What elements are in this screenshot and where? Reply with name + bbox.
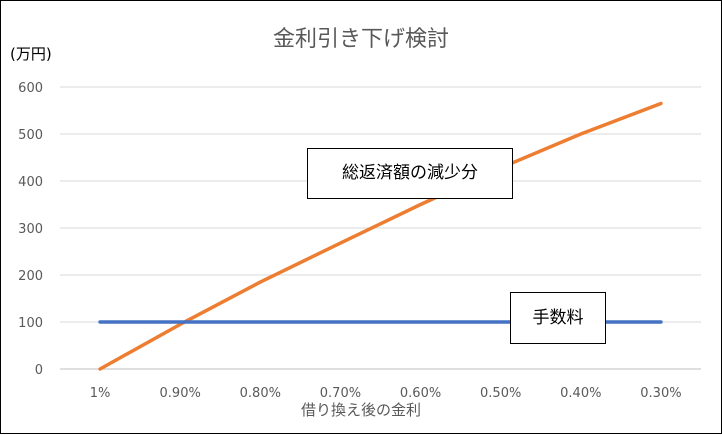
y-tick-label: 100 xyxy=(18,316,43,331)
x-tick-label: 0.30% xyxy=(640,386,681,401)
x-tick-label: 1% xyxy=(90,386,111,401)
x-tick-label: 0.60% xyxy=(400,386,441,401)
y-tick-label: 400 xyxy=(18,175,43,190)
x-axis-label: 借り換え後の金利 xyxy=(300,401,421,419)
chart-title: 金利引き下げ検討 xyxy=(272,27,449,52)
callout-total-reduction: 総返済額の減少分 xyxy=(307,148,513,199)
x-tick-label: 0.80% xyxy=(240,386,281,401)
y-unit-label: (万円) xyxy=(10,45,52,63)
y-tick-label: 200 xyxy=(18,269,43,284)
series-line-0 xyxy=(98,101,663,371)
x-tick-label: 0.40% xyxy=(560,386,601,401)
callout-fee: 手数料 xyxy=(510,292,606,344)
y-tick-label: 0 xyxy=(35,363,43,378)
y-tick-label: 600 xyxy=(18,81,43,96)
x-tick-label: 0.70% xyxy=(320,386,361,401)
y-tick-label: 300 xyxy=(18,222,43,237)
y-tick-label: 500 xyxy=(18,128,43,143)
x-tick-label: 0.50% xyxy=(480,386,521,401)
x-tick-label: 0.90% xyxy=(160,386,201,401)
